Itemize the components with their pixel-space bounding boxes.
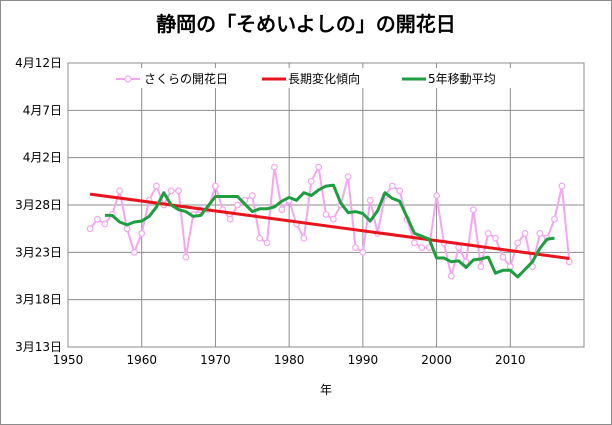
data-point: [248, 192, 256, 199]
data-point: [359, 248, 367, 256]
data-point: [565, 258, 573, 266]
data-point: [521, 229, 529, 237]
legend-label: 5年移動平均: [428, 72, 496, 86]
data-point: [300, 234, 308, 242]
legend-label: さくらの開花日: [144, 71, 228, 86]
data-point: [263, 239, 271, 247]
x-tick-label: 1950: [53, 353, 84, 367]
data-point: [411, 239, 418, 247]
data-point: [322, 211, 330, 218]
data-point: [366, 196, 374, 204]
y-tick-label: 3月28日: [15, 198, 62, 212]
data-point: [447, 272, 455, 280]
legend-marker: [124, 75, 132, 83]
data-point: [388, 182, 396, 190]
tick-labels: 3月13日 3月18日 3月23日 3月28日 4月2日 4月7日 4月12日 1950 196…: [15, 56, 525, 367]
data-point: [536, 229, 544, 237]
data-point: [506, 263, 514, 270]
chart-title: 静岡の「そめいよしの」の開花日: [156, 12, 456, 36]
data-point: [484, 229, 492, 237]
x-tick-label: 1990: [348, 353, 379, 367]
data-point: [182, 253, 190, 261]
data-point: [278, 206, 286, 214]
data-point: [514, 239, 522, 247]
data-point: [329, 215, 337, 223]
data-point: [271, 163, 278, 171]
data-point: [101, 220, 109, 228]
data-point: [315, 163, 323, 171]
data-point: [307, 177, 315, 185]
x-axis-label: 年: [320, 383, 332, 397]
data-point: [433, 192, 440, 199]
data-point: [344, 173, 352, 181]
data-point: [175, 187, 182, 195]
data-point: [396, 187, 404, 195]
data-point: [123, 225, 131, 233]
data-point: [462, 258, 470, 266]
data-point: [226, 215, 234, 223]
y-tick-label: 4月12日: [15, 56, 62, 70]
y-tick-label: 3月18日: [15, 293, 62, 307]
data-point: [477, 263, 485, 270]
data-point: [86, 225, 94, 233]
data-point: [558, 182, 566, 190]
x-tick-label: 1970: [200, 353, 231, 367]
series-line-3: [104, 183, 555, 279]
y-tick-label: 3月23日: [15, 245, 62, 259]
data-point: [455, 244, 463, 252]
data-point: [153, 182, 160, 190]
data-point: [94, 215, 101, 223]
x-tick-label: 2010: [495, 353, 526, 367]
x-tick-label: 1980: [274, 353, 305, 367]
legend: さくらの開花日 長期変化傾向 5年移動平均: [110, 68, 530, 88]
data-point: [234, 201, 241, 209]
data-point: [470, 206, 477, 214]
data-point: [212, 182, 219, 190]
x-tick-label: 1960: [126, 353, 157, 367]
data-point: [551, 215, 558, 223]
y-tick-label: 4月7日: [23, 103, 62, 117]
data-point: [499, 253, 507, 261]
data-point: [418, 244, 426, 252]
legend-label: 長期変化傾向: [288, 71, 360, 86]
data-point: [492, 234, 499, 242]
y-tick-label: 3月13日: [15, 340, 62, 354]
data-point: [167, 187, 175, 195]
legend-background: [110, 68, 530, 88]
y-tick-label: 4月2日: [23, 151, 62, 165]
data-point: [130, 248, 138, 256]
data-point: [138, 229, 146, 237]
grid-lines: [68, 63, 585, 347]
data-point: [116, 187, 123, 195]
data-point: [352, 244, 359, 252]
x-tick-label: 2000: [421, 353, 452, 367]
series-group: [86, 163, 573, 280]
data-point: [256, 234, 264, 242]
